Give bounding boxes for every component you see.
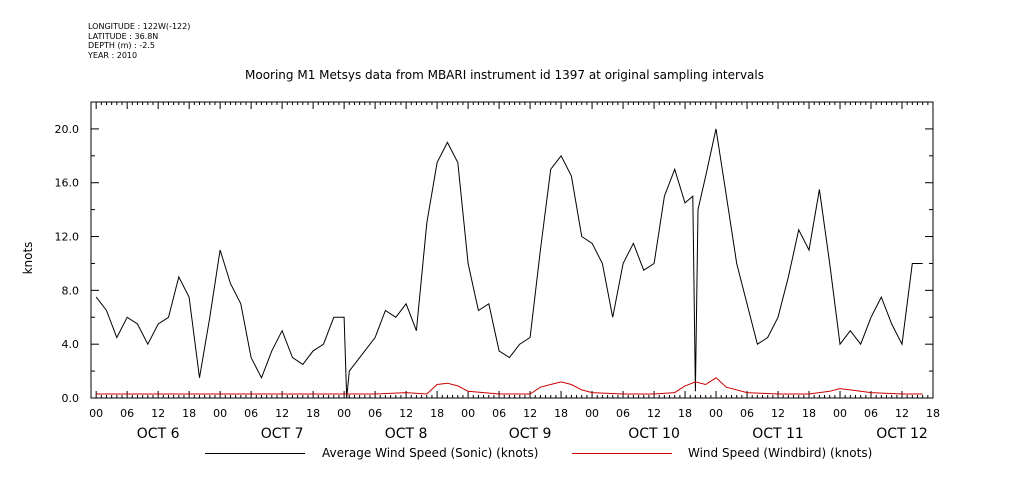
x-hour-label: 00: [585, 407, 599, 420]
x-day-label: OCT 6: [137, 426, 180, 442]
x-hour-label: 00: [213, 407, 227, 420]
x-hour-label: 18: [430, 407, 444, 420]
y-tick-label: 20.0: [55, 123, 80, 136]
metadata-block: LONGITUDE : 122W(-122) LATITUDE : 36.8N …: [88, 22, 190, 60]
x-hour-label: 12: [523, 407, 537, 420]
x-hour-label: 18: [678, 407, 692, 420]
series-line-sonic: [95, 128, 923, 399]
x-hour-label: 06: [368, 407, 382, 420]
x-day-label: OCT 7: [261, 426, 304, 442]
meta-latitude: LATITUDE : 36.8N: [88, 31, 159, 41]
x-hour-label: 00: [709, 407, 723, 420]
x-hour-label: 18: [306, 407, 320, 420]
legend-label-windbird: Wind Speed (Windbird) (knots): [688, 446, 873, 460]
meta-longitude: LONGITUDE : 122W(-122): [88, 22, 191, 31]
meta-depth: DEPTH (m) : -2.5: [88, 41, 155, 50]
x-day-label: OCT 10: [628, 426, 680, 442]
x-hour-label: 12: [895, 407, 909, 420]
y-tick-label: 0.0: [62, 392, 80, 405]
x-hour-label: 12: [399, 407, 413, 420]
x-hour-label: 00: [89, 407, 103, 420]
y-tick-label: 8.0: [62, 284, 80, 297]
x-hour-label: 18: [802, 407, 816, 420]
x-hour-label: 12: [647, 407, 661, 420]
x-hour-label: 06: [616, 407, 630, 420]
meta-year: YEAR : 2010: [88, 50, 138, 60]
x-hour-label: 06: [120, 407, 134, 420]
y-tick-label: 12.0: [55, 231, 80, 244]
x-hour-label: 06: [864, 407, 878, 420]
x-hour-label: 12: [275, 407, 289, 420]
legend-line-sonic: [205, 453, 305, 454]
chart-title: Mooring M1 Metsys data from MBARI instru…: [245, 68, 764, 82]
y-tick-label: 16.0: [55, 177, 80, 190]
x-hour-label: 06: [244, 407, 258, 420]
time-series-chart: 0.0 4.0 8.0 12.0 16.0 20.0 00 06 12 18 00 06 12 18 00 0…: [55, 101, 940, 442]
legend-line-windbird: [572, 453, 672, 454]
x-day-label: OCT 12: [876, 426, 928, 442]
legend-label-sonic: Average Wind Speed (Sonic) (knots): [322, 446, 539, 460]
x-day-label: OCT 9: [509, 426, 552, 442]
series-line-windbird: [96, 377, 923, 395]
x-hour-label: 12: [771, 407, 785, 420]
legend: Average Wind Speed (Sonic) (knots) Wind …: [0, 445, 1009, 465]
x-hour-label: 12: [151, 407, 165, 420]
x-hour-label: 00: [337, 407, 351, 420]
x-hour-label: 00: [461, 407, 475, 420]
x-hour-label: 18: [182, 407, 196, 420]
x-day-label: OCT 11: [752, 426, 804, 442]
x-hour-label: 18: [926, 407, 940, 420]
x-hour-label: 06: [740, 407, 754, 420]
plot-frame: [90, 101, 934, 399]
y-tick-label: 4.0: [62, 338, 80, 351]
x-day-label: OCT 8: [385, 426, 428, 442]
x-hour-label: 18: [554, 407, 568, 420]
x-hour-label: 00: [833, 407, 847, 420]
x-hour-label: 06: [492, 407, 506, 420]
